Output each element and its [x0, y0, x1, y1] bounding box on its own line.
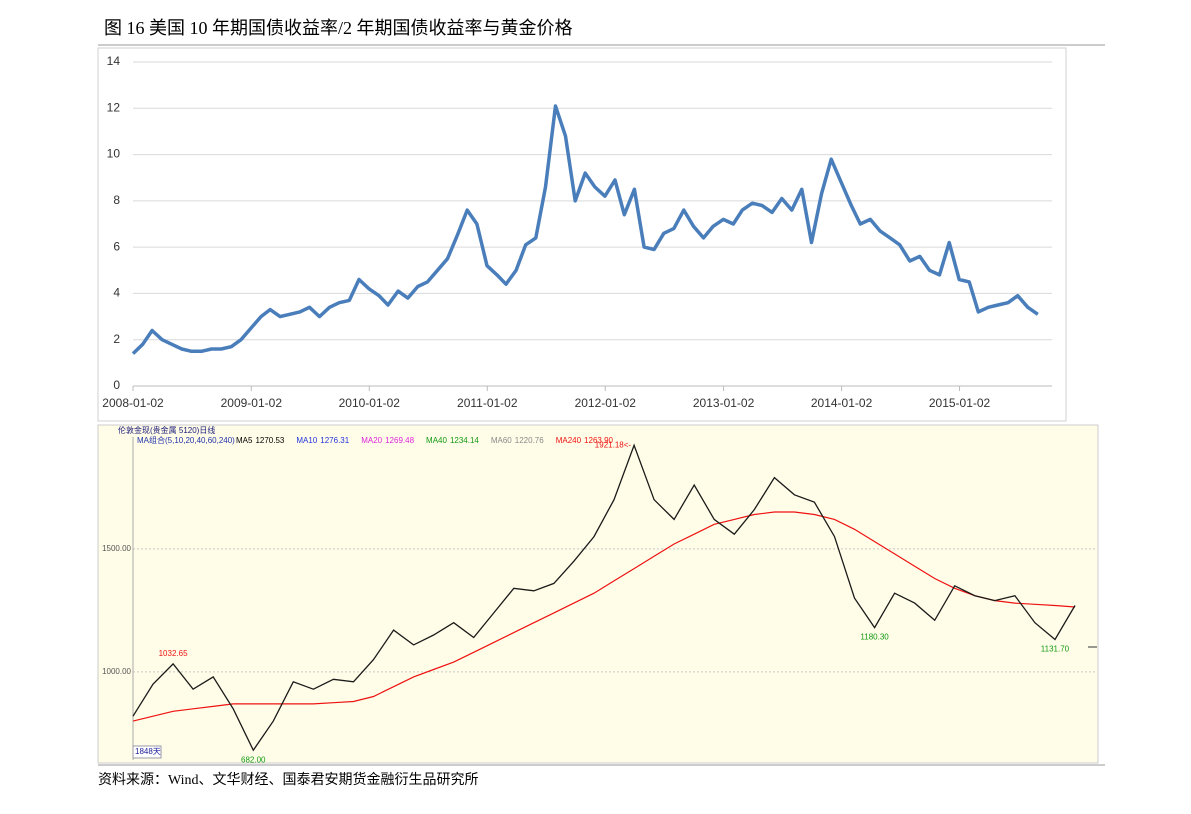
- ma-legend-name: MA5: [236, 436, 253, 445]
- y-tick-label: 6: [113, 239, 120, 253]
- period-box: [132, 745, 162, 759]
- x-tick-label: 2009-01-02: [221, 396, 283, 410]
- y-tick-label: 4: [113, 286, 120, 300]
- yield-ratio-line: [131, 104, 1039, 355]
- extreme-label: 1032.65: [159, 649, 188, 658]
- price-line: [132, 443, 1076, 752]
- extreme-label: 682.00: [241, 755, 266, 764]
- ma-legend-value: 1263.90: [584, 436, 613, 445]
- x-tick-label: 2015-01-02: [929, 396, 991, 410]
- x-tick-label: 2012-01-02: [575, 396, 637, 410]
- ma-legend-name: MA40: [426, 436, 447, 445]
- ma240-line: [132, 511, 1076, 722]
- y-tick-label: 14: [107, 54, 121, 68]
- ma-legend-value: 1220.76: [515, 436, 544, 445]
- extreme-label: 1921.18<-: [595, 440, 632, 449]
- ma-legend-value: 1234.14: [450, 436, 479, 445]
- x-tick-label: 2013-01-02: [693, 396, 755, 410]
- ma-legend-value: 1269.48: [385, 436, 414, 445]
- x-tick-label: 2008-01-02: [102, 396, 164, 410]
- ma-legend-name: MA60: [491, 436, 512, 445]
- ma-legend-value: 1270.53: [255, 436, 284, 445]
- y-tick-label: 0: [113, 378, 120, 392]
- chart2-frame: [97, 424, 1099, 764]
- extreme-label: 1131.70: [1041, 645, 1070, 654]
- y-tick-label: 1000.00: [102, 667, 131, 676]
- ma-legend-name: MA10: [296, 436, 317, 445]
- y-tick-label: 10: [107, 147, 121, 161]
- ma-legend-name: MA240: [556, 436, 582, 445]
- source-note: 资料来源：Wind、文华财经、国泰君安期货金融衍生品研究所: [98, 771, 479, 788]
- y-tick-label: 12: [107, 100, 121, 114]
- ma-legend-value: 1276.31: [320, 436, 349, 445]
- y-tick-label: 8: [113, 193, 120, 207]
- ma-legend-name: MA20: [361, 436, 382, 445]
- figure-title: 图 16 美国 10 年期国债收益率/2 年期国债收益率与黄金价格: [104, 18, 573, 38]
- y-tick-label: 2: [113, 332, 120, 346]
- extreme-label: 1180.30: [860, 633, 889, 642]
- x-tick-label: 2010-01-02: [339, 396, 401, 410]
- period-label: 1848天: [135, 747, 161, 756]
- x-tick-label: 2014-01-02: [811, 396, 873, 410]
- chart1-frame: [97, 47, 1067, 422]
- y-tick-label: 1500.00: [102, 544, 131, 553]
- x-tick-label: 2011-01-02: [457, 396, 518, 410]
- ma-group-label: MA组合(5,10,20,40,60,240): [137, 435, 235, 445]
- chart-title: 伦敦金现(贵金属 5120)日线: [118, 425, 215, 435]
